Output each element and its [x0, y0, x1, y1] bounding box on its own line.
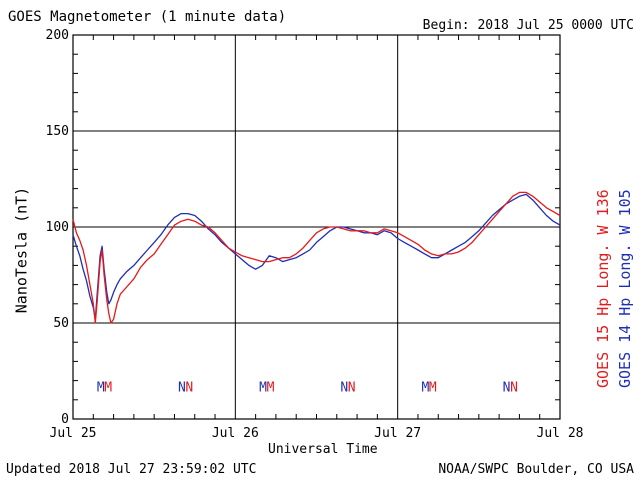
series-line-goes15	[72, 191, 561, 324]
y-tick-label: 0	[61, 412, 69, 427]
local-time-marker: N	[185, 380, 193, 395]
x-tick-label: Jul 26	[212, 426, 259, 441]
legend-goes14: GOES 14 Hp Long. W 105	[616, 189, 634, 388]
begin-time: Begin: 2018 Jul 25 0000 UTC	[422, 18, 634, 33]
x-axis-label: Universal Time	[268, 442, 378, 457]
plot-frame	[72, 34, 561, 420]
legend: GOES 15 Hp Long. W 136 GOES 14 Hp Long. …	[594, 189, 640, 388]
y-axis-label: NanoTesla (nT)	[12, 186, 31, 314]
local-time-marker: N	[510, 380, 518, 395]
local-time-marker: M	[421, 380, 429, 395]
local-time-marker: M	[429, 380, 437, 395]
local-time-marker: M	[104, 380, 112, 395]
y-tick-label: 150	[46, 124, 69, 139]
local-time-marker: N	[503, 380, 511, 395]
updated-timestamp: Updated 2018 Jul 27 23:59:02 UTC	[6, 462, 257, 477]
x-tick-label: Jul 25	[50, 426, 97, 441]
local-time-marker: M	[97, 380, 105, 395]
chart-title: GOES Magnetometer (1 minute data)	[8, 9, 287, 25]
local-time-marker: M	[259, 380, 267, 395]
credit-label: NOAA/SWPC Boulder, CO USA	[438, 462, 634, 477]
y-tick-label: 200	[46, 28, 69, 43]
local-time-marker: N	[348, 380, 356, 395]
y-tick-label: 50	[53, 316, 69, 331]
local-time-marker: N	[178, 380, 186, 395]
local-time-marker: N	[340, 380, 348, 395]
series-line-goes14	[72, 193, 561, 320]
x-tick-label: Jul 28	[537, 426, 584, 441]
y-tick-label: 100	[46, 220, 69, 235]
x-tick-label: Jul 27	[374, 426, 421, 441]
legend-goes15: GOES 15 Hp Long. W 136	[594, 189, 612, 388]
local-time-marker: M	[267, 380, 275, 395]
